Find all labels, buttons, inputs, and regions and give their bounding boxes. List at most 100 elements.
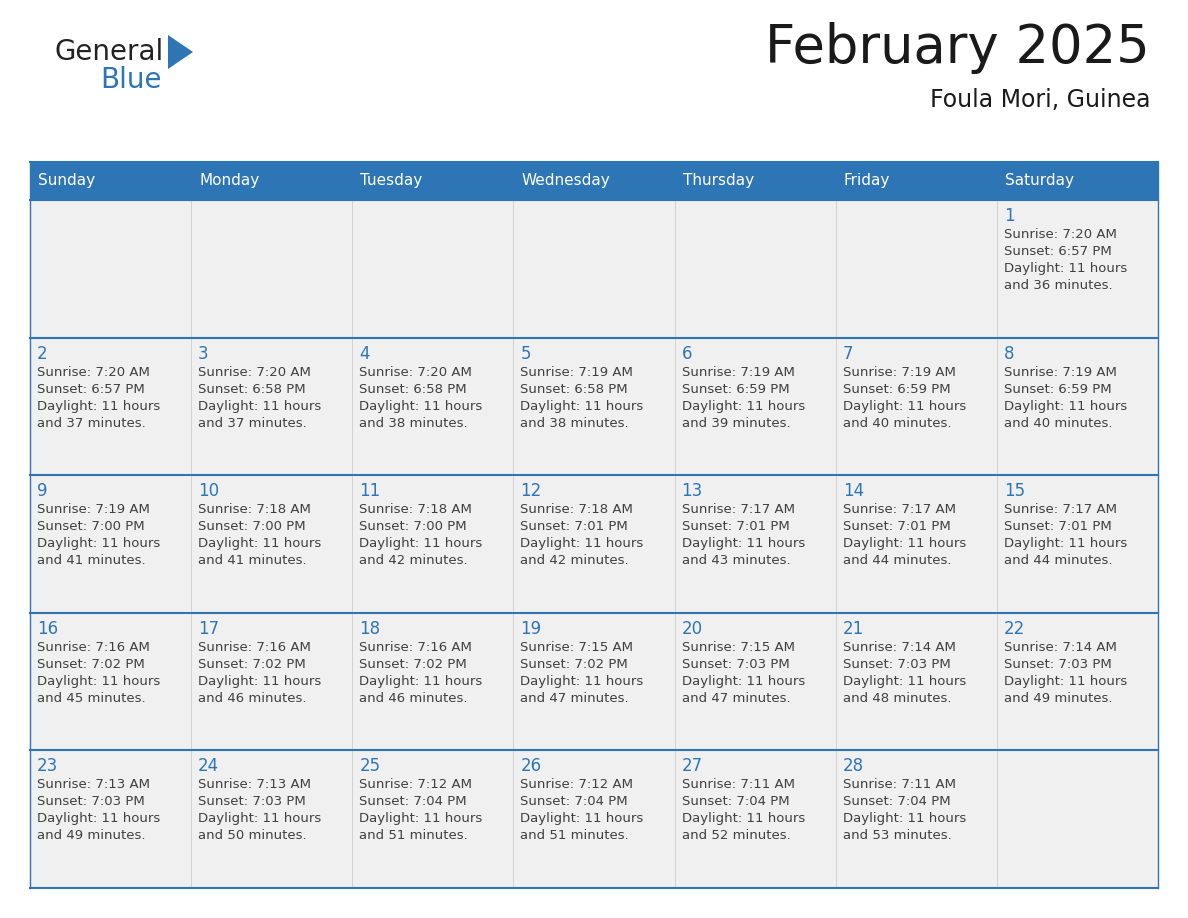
Text: 6: 6 — [682, 344, 693, 363]
Bar — [997, 338, 1158, 476]
Text: and 53 minutes.: and 53 minutes. — [842, 829, 952, 843]
Text: 10: 10 — [198, 482, 220, 500]
Text: and 49 minutes.: and 49 minutes. — [37, 829, 145, 843]
Text: Sunrise: 7:20 AM: Sunrise: 7:20 AM — [37, 365, 150, 378]
Text: Friday: Friday — [843, 174, 890, 188]
Bar — [353, 338, 513, 476]
Text: Sunset: 7:02 PM: Sunset: 7:02 PM — [37, 658, 145, 671]
Text: Wednesday: Wednesday — [522, 174, 611, 188]
Text: Sunset: 6:59 PM: Sunset: 6:59 PM — [842, 383, 950, 396]
Text: Sunset: 7:02 PM: Sunset: 7:02 PM — [520, 658, 628, 671]
Bar — [30, 750, 191, 888]
Text: 28: 28 — [842, 757, 864, 776]
Text: Daylight: 11 hours: Daylight: 11 hours — [682, 399, 804, 412]
Bar — [997, 162, 1158, 200]
Text: Daylight: 11 hours: Daylight: 11 hours — [198, 812, 322, 825]
Bar — [191, 613, 353, 750]
Bar — [513, 338, 675, 476]
Text: Sunrise: 7:11 AM: Sunrise: 7:11 AM — [682, 778, 795, 791]
Text: Sunrise: 7:14 AM: Sunrise: 7:14 AM — [842, 641, 955, 654]
Text: Daylight: 11 hours: Daylight: 11 hours — [842, 675, 966, 688]
Bar — [835, 162, 997, 200]
Text: Sunrise: 7:19 AM: Sunrise: 7:19 AM — [842, 365, 955, 378]
Text: 21: 21 — [842, 620, 864, 638]
Text: and 44 minutes.: and 44 minutes. — [1004, 554, 1112, 567]
Bar — [997, 613, 1158, 750]
Text: Daylight: 11 hours: Daylight: 11 hours — [37, 537, 160, 550]
Text: 20: 20 — [682, 620, 702, 638]
Text: 2: 2 — [37, 344, 48, 363]
Text: 18: 18 — [359, 620, 380, 638]
Bar — [191, 162, 353, 200]
Text: 27: 27 — [682, 757, 702, 776]
Text: 26: 26 — [520, 757, 542, 776]
Text: Sunrise: 7:17 AM: Sunrise: 7:17 AM — [682, 503, 795, 516]
Text: Sunrise: 7:19 AM: Sunrise: 7:19 AM — [682, 365, 795, 378]
Text: Sunrise: 7:20 AM: Sunrise: 7:20 AM — [198, 365, 311, 378]
Text: 15: 15 — [1004, 482, 1025, 500]
Text: Daylight: 11 hours: Daylight: 11 hours — [682, 537, 804, 550]
Text: Sunset: 6:58 PM: Sunset: 6:58 PM — [520, 383, 628, 396]
Text: and 43 minutes.: and 43 minutes. — [682, 554, 790, 567]
Text: Sunset: 6:58 PM: Sunset: 6:58 PM — [198, 383, 305, 396]
Text: Sunset: 7:03 PM: Sunset: 7:03 PM — [198, 795, 305, 809]
Text: Sunset: 7:02 PM: Sunset: 7:02 PM — [359, 658, 467, 671]
Text: 13: 13 — [682, 482, 703, 500]
Text: Sunrise: 7:17 AM: Sunrise: 7:17 AM — [1004, 503, 1117, 516]
Bar — [30, 338, 191, 476]
Text: and 38 minutes.: and 38 minutes. — [359, 417, 468, 430]
Text: and 41 minutes.: and 41 minutes. — [37, 554, 146, 567]
Text: and 45 minutes.: and 45 minutes. — [37, 692, 146, 705]
Bar — [835, 338, 997, 476]
Text: Sunrise: 7:12 AM: Sunrise: 7:12 AM — [359, 778, 473, 791]
Text: 23: 23 — [37, 757, 58, 776]
Text: and 37 minutes.: and 37 minutes. — [198, 417, 307, 430]
Text: 19: 19 — [520, 620, 542, 638]
Text: Sunset: 7:04 PM: Sunset: 7:04 PM — [842, 795, 950, 809]
Bar — [835, 200, 997, 338]
Bar — [353, 613, 513, 750]
Bar — [191, 338, 353, 476]
Text: Daylight: 11 hours: Daylight: 11 hours — [842, 812, 966, 825]
Text: Daylight: 11 hours: Daylight: 11 hours — [520, 537, 644, 550]
Bar — [191, 200, 353, 338]
Text: Sunset: 7:01 PM: Sunset: 7:01 PM — [1004, 521, 1112, 533]
Bar — [675, 750, 835, 888]
Text: and 48 minutes.: and 48 minutes. — [842, 692, 952, 705]
Text: 22: 22 — [1004, 620, 1025, 638]
Text: February 2025: February 2025 — [765, 22, 1150, 74]
Text: Thursday: Thursday — [683, 174, 753, 188]
Text: and 42 minutes.: and 42 minutes. — [520, 554, 630, 567]
Text: Sunset: 7:03 PM: Sunset: 7:03 PM — [682, 658, 789, 671]
Text: and 41 minutes.: and 41 minutes. — [198, 554, 307, 567]
Text: and 42 minutes.: and 42 minutes. — [359, 554, 468, 567]
Bar — [353, 162, 513, 200]
Text: Daylight: 11 hours: Daylight: 11 hours — [1004, 537, 1127, 550]
Text: Sunset: 7:01 PM: Sunset: 7:01 PM — [842, 521, 950, 533]
Text: Daylight: 11 hours: Daylight: 11 hours — [359, 399, 482, 412]
Bar — [675, 200, 835, 338]
Text: Sunset: 6:59 PM: Sunset: 6:59 PM — [682, 383, 789, 396]
Text: Blue: Blue — [100, 66, 162, 94]
Text: Daylight: 11 hours: Daylight: 11 hours — [520, 399, 644, 412]
Bar — [30, 162, 191, 200]
Text: 1: 1 — [1004, 207, 1015, 225]
Text: Monday: Monday — [200, 174, 259, 188]
Bar — [835, 750, 997, 888]
Text: Sunrise: 7:20 AM: Sunrise: 7:20 AM — [1004, 228, 1117, 241]
Text: Sunrise: 7:13 AM: Sunrise: 7:13 AM — [37, 778, 150, 791]
Text: 25: 25 — [359, 757, 380, 776]
Text: 17: 17 — [198, 620, 220, 638]
Text: Sunset: 6:59 PM: Sunset: 6:59 PM — [1004, 383, 1112, 396]
Text: Daylight: 11 hours: Daylight: 11 hours — [198, 675, 322, 688]
Bar — [30, 613, 191, 750]
Text: and 51 minutes.: and 51 minutes. — [359, 829, 468, 843]
Bar — [513, 476, 675, 613]
Text: and 44 minutes.: and 44 minutes. — [842, 554, 952, 567]
Text: and 52 minutes.: and 52 minutes. — [682, 829, 790, 843]
Bar — [353, 476, 513, 613]
Text: Sunset: 7:00 PM: Sunset: 7:00 PM — [198, 521, 305, 533]
Text: 5: 5 — [520, 344, 531, 363]
Text: Daylight: 11 hours: Daylight: 11 hours — [842, 537, 966, 550]
Text: 9: 9 — [37, 482, 48, 500]
